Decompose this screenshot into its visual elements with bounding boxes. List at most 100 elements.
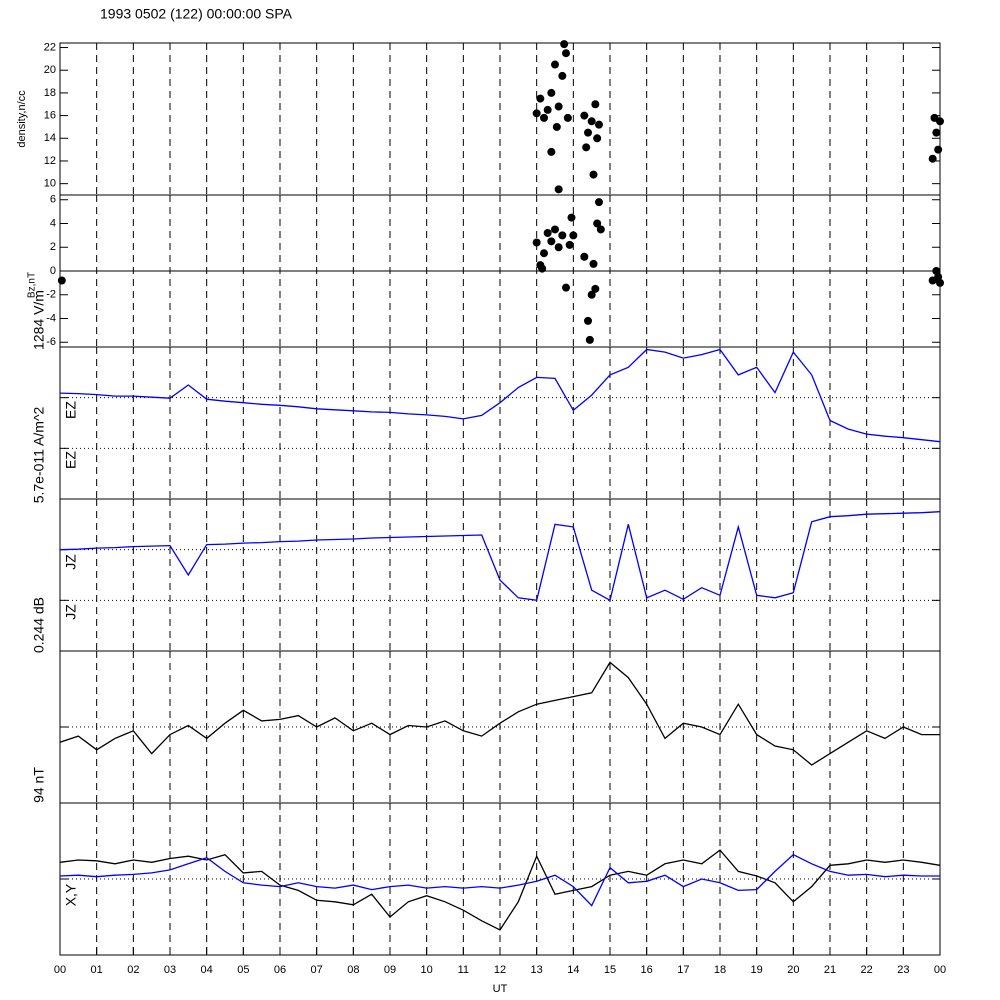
data-point [591,284,600,293]
x-tick-label: 17 [677,964,689,976]
x-tick-label: 07 [311,964,323,976]
data-point [562,283,570,292]
panel-annotation: X,Y [63,883,79,906]
x-tick-label: 12 [494,964,506,976]
data-point [580,111,589,120]
x-tick-label: 13 [531,964,543,976]
x-tick-label: 02 [127,964,139,976]
data-point [593,134,602,143]
y-axis-label: 94 nT [31,767,47,803]
x-tick-label: 08 [347,964,359,976]
y-axis-label: 0.244 dB [31,597,47,653]
data-point [547,147,556,156]
data-point [547,237,556,246]
y-tick-label: 2 [50,241,56,253]
data-line [60,853,940,907]
x-tick-label: 23 [897,964,909,976]
data-point [562,49,570,58]
y-axis-label: Bz,nT [27,272,38,298]
data-point [57,276,66,285]
x-tick-label: 18 [714,964,726,976]
data-point [585,335,594,344]
data-point [551,225,559,234]
y-axis-label: 5.7e-011 A/m^2 [31,406,47,503]
x-tick-label: 03 [164,964,176,976]
data-point [596,225,605,234]
data-point [540,113,548,122]
data-point [538,264,547,273]
data-point [587,117,596,126]
data-point [532,238,541,247]
x-tick-label: 19 [751,964,763,976]
y-tick-label: 16 [44,110,56,122]
x-tick-label: 11 [458,964,469,976]
y-tick-label: 4 [50,217,56,229]
data-point [587,290,596,299]
data-point [936,117,944,126]
data-point [595,120,603,129]
x-axis-label: UT [493,983,508,995]
data-point [540,249,548,258]
x-tick-label: 09 [384,964,396,976]
x-tick-label: 05 [237,964,249,976]
data-point [595,198,603,207]
data-point [554,243,563,252]
y-tick-label: 0 [50,265,56,277]
data-point [584,128,592,137]
data-point [936,278,944,287]
data-point [569,231,578,240]
data-point [565,240,574,249]
y-tick-label: 10 [44,178,56,190]
data-point [584,316,592,325]
data-point [582,143,591,152]
data-point [580,252,589,261]
panel-annotation: EZ [63,401,79,419]
data-point [536,94,545,103]
data-point [567,213,576,222]
chart-title: 1993 0502 (122) 00:00:00 SPA [100,6,293,22]
data-point [558,231,567,240]
data-point [551,60,559,69]
y-tick-label: -4 [46,312,56,324]
data-point [543,105,552,114]
y-tick-label: 12 [44,155,56,167]
x-tick-label: 00 [934,964,946,976]
x-tick-label: 20 [787,964,799,976]
data-line [60,348,940,443]
data-point [593,219,602,228]
y-tick-label: -2 [46,289,56,301]
data-point [589,259,598,268]
x-tick-label: 01 [91,964,103,976]
data-point [554,185,563,194]
data-point [552,122,561,131]
y-axis-label: 1284 V/m [31,290,47,350]
x-tick-label: 14 [567,964,579,976]
x-tick-label: 16 [641,964,653,976]
x-tick-label: 10 [421,964,433,976]
x-tick-label: 15 [604,964,616,976]
x-tick-label: 00 [54,964,66,976]
x-tick-label: 06 [274,964,286,976]
y-tick-label: 18 [44,87,56,99]
x-tick-label: 04 [201,964,213,976]
x-tick-label: 21 [824,964,836,976]
data-point [934,145,943,154]
data-point [532,109,541,118]
data-line [60,511,940,602]
y-tick-label: 22 [44,41,56,53]
data-line [60,849,940,931]
data-point [591,100,600,109]
panel-annotation: JZ [63,604,79,620]
data-point [932,128,941,137]
y-tick-label: 6 [50,194,56,206]
data-point [543,229,552,237]
data-point [560,40,569,49]
data-point [928,154,937,163]
panel-annotation: JZ [63,554,79,570]
data-point [589,170,598,179]
y-tick-label: -6 [46,336,56,348]
data-point [558,71,567,80]
y-tick-label: 14 [44,132,56,144]
panel-annotation: EZ [63,451,79,469]
